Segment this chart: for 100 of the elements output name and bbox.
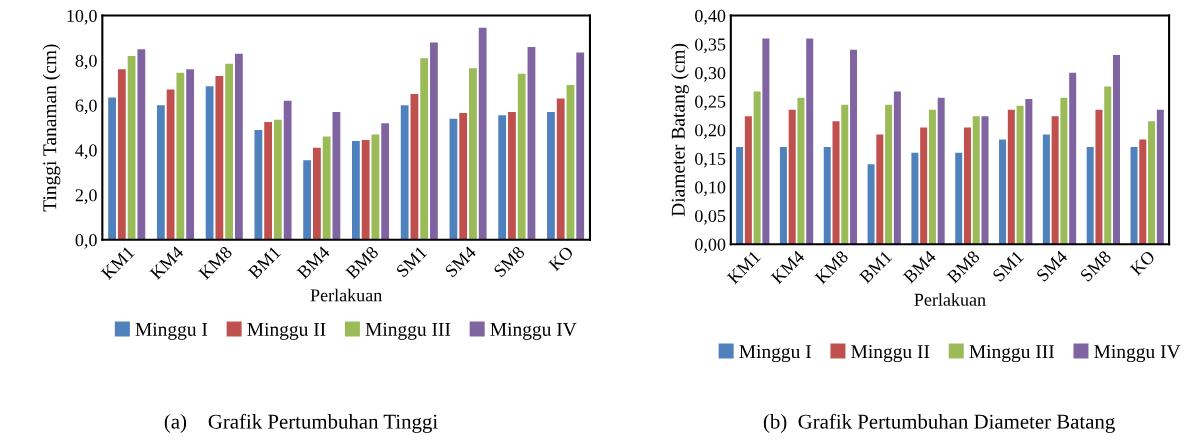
bar xyxy=(517,73,526,240)
bar xyxy=(850,49,858,245)
y-tick-label: 0,0 xyxy=(75,234,97,249)
y-axis-title: Tinggi Tanaman (cm) xyxy=(42,44,61,212)
y-tick-label: 0,40 xyxy=(695,9,726,25)
legend-label: Minggu II xyxy=(247,322,326,340)
y-tick-label: 0,00 xyxy=(695,238,726,254)
bar xyxy=(283,100,292,240)
bar xyxy=(225,63,234,240)
bar xyxy=(400,105,409,240)
bar xyxy=(556,98,565,240)
x-tick-label: SM1 xyxy=(992,250,1024,283)
bar xyxy=(1095,109,1103,245)
bar xyxy=(498,115,507,240)
bar xyxy=(955,152,963,245)
y-tick-label: 0,30 xyxy=(695,66,726,82)
bar xyxy=(999,139,1007,245)
bar xyxy=(963,127,971,245)
x-axis-title: Perlakuan xyxy=(914,293,986,306)
bar xyxy=(1060,97,1068,245)
legend-label: Minggu IV xyxy=(490,322,577,340)
bar xyxy=(459,113,468,240)
bar xyxy=(176,72,185,240)
y-tick-label: 0,10 xyxy=(695,181,726,197)
bar xyxy=(264,122,273,240)
bar xyxy=(885,104,893,245)
legend-label: Minggu III xyxy=(365,322,451,340)
x-tick-label: SM8 xyxy=(493,245,526,278)
bar xyxy=(420,58,429,240)
bar xyxy=(823,147,831,245)
bar xyxy=(312,147,321,240)
bar xyxy=(215,76,224,240)
bar xyxy=(972,116,980,245)
x-tick-label: SM1 xyxy=(395,245,428,278)
bar xyxy=(352,141,360,240)
bar xyxy=(1086,147,1094,245)
bar xyxy=(806,38,814,245)
y-tick-label: 8,0 xyxy=(75,54,97,70)
bar xyxy=(469,68,477,240)
bar xyxy=(867,164,875,245)
bar xyxy=(254,129,263,240)
y-tick-label: 0,15 xyxy=(695,152,726,168)
bar xyxy=(234,53,243,240)
bar xyxy=(108,97,116,240)
bar xyxy=(303,160,312,240)
y-axis-title: Diameter Batang (cm) xyxy=(671,43,689,217)
bar xyxy=(1148,121,1156,245)
y-tick-label: 0,20 xyxy=(695,124,726,139)
bar xyxy=(876,134,884,245)
y-tick-label: 6,0 xyxy=(75,99,97,115)
legend-label: Minggu II xyxy=(851,345,930,363)
y-tick-label: 4,0 xyxy=(75,144,97,160)
bar xyxy=(1104,86,1112,245)
bar xyxy=(1112,54,1120,245)
bar xyxy=(893,91,901,245)
bar xyxy=(576,52,585,240)
bar xyxy=(381,123,390,240)
bar xyxy=(478,27,487,240)
bar xyxy=(1139,139,1147,245)
bar xyxy=(1156,109,1164,245)
y-tick-label: 0,25 xyxy=(695,95,726,111)
bar xyxy=(928,109,936,245)
text: (a) Grafik Pertumbuhan Tinggi xyxy=(164,413,438,433)
bar xyxy=(841,104,849,245)
bar xyxy=(981,116,989,245)
bar xyxy=(1051,116,1059,245)
bar xyxy=(508,111,516,240)
bar xyxy=(156,105,165,240)
bar xyxy=(332,111,341,240)
y-tick-label: 2,0 xyxy=(75,189,97,204)
bar xyxy=(547,111,555,240)
y-tick-label: 0,05 xyxy=(695,209,726,225)
bar xyxy=(205,86,214,240)
legend-label: Minggu III xyxy=(969,345,1055,363)
bar xyxy=(753,91,761,245)
bar xyxy=(779,147,787,245)
bar xyxy=(797,97,805,245)
bar xyxy=(1016,105,1024,245)
legend-label: Minggu I xyxy=(739,345,812,363)
legend-label: Minggu IV xyxy=(1094,345,1181,363)
bar xyxy=(911,152,919,245)
bar xyxy=(736,147,744,245)
bar xyxy=(1042,134,1050,245)
bar xyxy=(1007,109,1015,245)
bar xyxy=(322,136,331,240)
text: (b) Grafik Pertumbuhan Diameter Batang xyxy=(763,413,1115,433)
bar xyxy=(1069,72,1077,245)
y-tick-label: 10,0 xyxy=(67,9,97,25)
bar xyxy=(430,42,438,240)
bar xyxy=(137,49,146,240)
bar xyxy=(788,109,796,245)
bar xyxy=(937,97,945,245)
bar xyxy=(1130,147,1138,245)
bar xyxy=(920,127,928,245)
bar xyxy=(1025,99,1033,245)
bar xyxy=(117,69,126,240)
x-tick-label: KO xyxy=(1129,249,1156,277)
bar xyxy=(166,89,175,240)
y-tick-label: 0,35 xyxy=(695,38,726,54)
bar xyxy=(361,139,370,240)
